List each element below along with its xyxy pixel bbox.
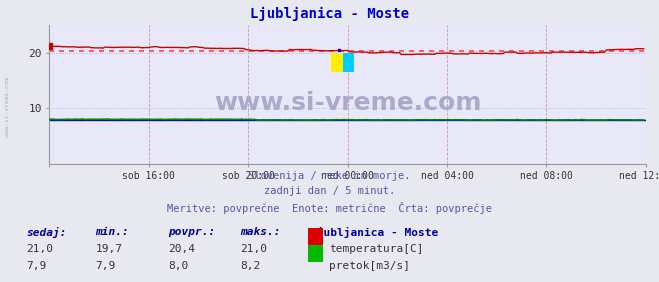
Text: pretok[m3/s]: pretok[m3/s] [330,261,411,271]
Text: povpr.:: povpr.: [168,227,215,237]
Text: Meritve: povprečne  Enote: metrične  Črta: povprečje: Meritve: povprečne Enote: metrične Črta:… [167,202,492,214]
Text: Slovenija / reke in morje.: Slovenija / reke in morje. [248,171,411,180]
Text: 7,9: 7,9 [96,261,116,271]
Text: 8,0: 8,0 [168,261,188,271]
Text: 21,0: 21,0 [241,244,268,254]
Text: Ljubljanica - Moste: Ljubljanica - Moste [310,227,438,238]
Text: min.:: min.: [96,227,129,237]
Text: 7,9: 7,9 [26,261,47,271]
Text: 19,7: 19,7 [96,244,123,254]
Text: www.si-vreme.com: www.si-vreme.com [5,77,11,137]
Bar [343,53,354,72]
Text: temperatura[C]: temperatura[C] [330,244,424,254]
Text: maks.:: maks.: [241,227,281,237]
Text: sedaj:: sedaj: [26,227,67,238]
Text: 8,2: 8,2 [241,261,261,271]
Text: www.si-vreme.com: www.si-vreme.com [214,91,481,115]
Text: 21,0: 21,0 [26,244,53,254]
Text: 20,4: 20,4 [168,244,195,254]
Bar [331,53,343,72]
Text: zadnji dan / 5 minut.: zadnji dan / 5 minut. [264,186,395,196]
Text: Ljubljanica - Moste: Ljubljanica - Moste [250,7,409,21]
